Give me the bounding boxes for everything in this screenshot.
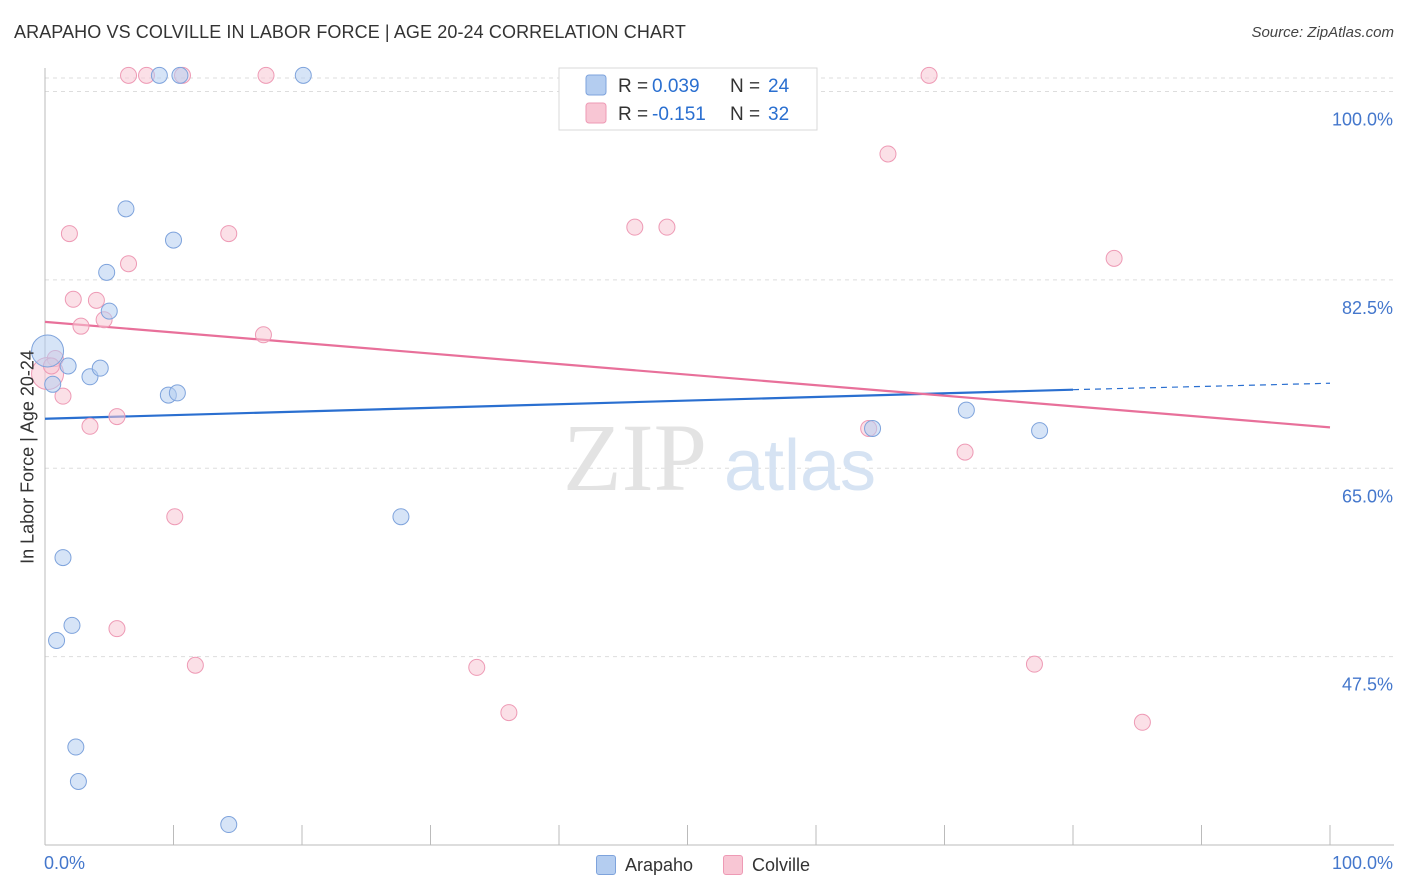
colville-point [87,291,105,309]
legend-n-label-arapaho: N = [730,76,760,97]
y-tick-label: 82.5% [1342,298,1393,318]
arapaho-point [69,772,87,790]
arapaho-point [392,508,410,526]
colville-point [879,145,897,163]
watermark: ZIP atlas [563,404,876,511]
colville-point [166,508,184,526]
correlation-legend: R = 0.039 N = 24 R = -0.151 N = 32 [558,67,818,131]
series-legend-arapaho[interactable]: Arapaho [595,854,694,876]
x-tick-label-max: 100.0% [1332,853,1393,873]
y-tick-label: 65.0% [1342,486,1393,506]
legend-n-value-colville: 32 [768,104,789,125]
colville-point [468,658,486,676]
arapaho-point [91,359,109,377]
gridlines [45,77,1394,658]
colville-point [626,218,644,236]
legend-r-label-colville: R = [618,104,648,125]
arapaho-point [220,816,238,834]
source-credit: Source: ZipAtlas.com [1251,24,1394,41]
arapaho-point [117,200,135,218]
colville-point [64,290,82,308]
colville-point [72,317,90,335]
colville-swatch [723,855,744,875]
colville-point [956,443,974,461]
x-tick-labels: 0.0% 100.0% [44,853,1393,873]
series-legend: Arapaho Colville [0,851,1406,879]
arapaho-point [98,263,116,281]
y-axis-label: In Labor Force | Age 20-24 [17,350,38,564]
colville-point [254,326,272,344]
legend-n-label-colville: N = [730,104,760,125]
legend-swatch-arapaho [585,74,607,96]
colville-point [120,255,138,273]
legend-r-value-arapaho: 0.039 [652,76,700,97]
arapaho-point [100,302,118,320]
legend-swatch-colville [585,102,607,124]
data-points [31,66,1151,834]
arapaho-point [44,375,62,393]
arapaho-point [294,66,312,84]
colville-point [1105,249,1123,267]
arapaho-point [31,334,65,368]
colville-point [658,218,676,236]
arapaho-point [957,401,975,419]
colville-point [220,225,238,243]
colville-point [120,66,138,84]
arapaho-point [63,616,81,634]
series-legend-colville[interactable]: Colville [723,855,810,876]
colville-point [186,656,204,674]
arapaho-point [864,419,882,437]
arapaho-point [48,631,66,649]
arapaho-swatch [595,855,616,875]
arapaho-point [54,549,72,567]
arapaho-point [171,66,189,84]
y-tick-label: 100.0% [1332,110,1393,130]
colville-point [108,408,126,426]
axes [44,68,1394,846]
colville-point [1025,655,1043,673]
x-tick-label-min: 0.0% [44,853,85,873]
arapaho-label: Arapaho [624,854,694,875]
colville-point [257,66,275,84]
y-tick-labels: 47.5% 65.0% 82.5% 100.0% [1332,110,1393,695]
arapaho-trend-line [44,388,1074,420]
arapaho-point [168,384,186,402]
colville-point [1133,713,1151,731]
arapaho-point [165,231,182,249]
y-tick-label: 47.5% [1342,675,1393,695]
colville-point [81,417,99,435]
colville-point [500,704,518,722]
legend-r-value-colville: -0.151 [652,104,706,125]
colville-point [108,620,126,638]
arapaho-point [150,66,168,84]
colville-point [54,387,72,405]
chart-title: ARAPAHO VS COLVILLE IN LABOR FORCE | AGE… [14,22,686,42]
colville-point [60,225,78,243]
colville-label: Colville [752,854,811,875]
arapaho-point [59,357,77,375]
colville-point [920,66,938,84]
watermark-atlas: atlas [724,426,876,506]
arapaho-point [1031,422,1049,440]
arapaho-trend-extension [1072,382,1331,391]
legend-r-label-arapaho: R = [618,76,648,97]
watermark-zip: ZIP [563,404,707,511]
arapaho-point [67,738,85,756]
legend-n-value-arapaho: 24 [768,76,790,97]
